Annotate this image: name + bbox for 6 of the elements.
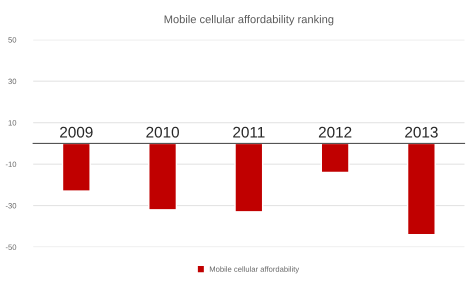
chart-title: Mobile cellular affordability ranking: [164, 15, 334, 26]
x-tick-label: 2013: [405, 126, 438, 138]
x-tick-label: 2012: [318, 126, 352, 138]
x-tick-label: 2011: [233, 126, 265, 138]
x-tick-label: 2010: [146, 126, 179, 138]
x-tick-label: 2009: [60, 126, 93, 138]
